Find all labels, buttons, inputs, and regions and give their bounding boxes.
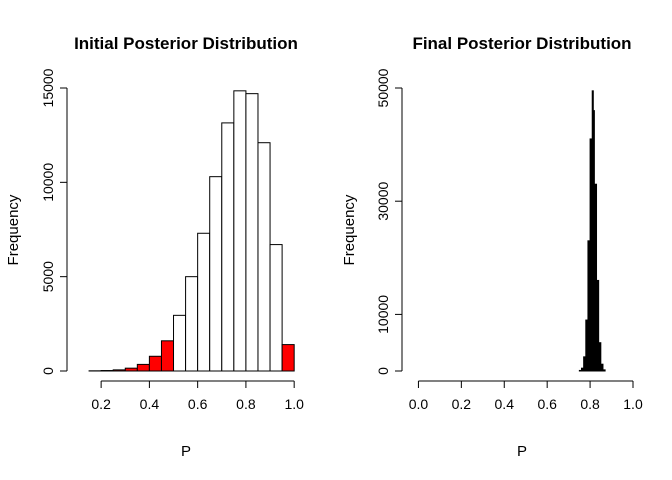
y-tick-label: 15000 [40,68,56,107]
histogram-bar [602,369,606,372]
y-tick-label: 0 [375,367,391,375]
x-tick-label: 0.8 [236,396,256,412]
histogram-bar [269,244,283,372]
histogram-bar [209,176,223,372]
histogram-bar [185,276,199,372]
y-tick-label: 0 [40,367,56,375]
histogram-bar [221,122,235,372]
histogram-bar [245,93,259,372]
histogram-bar [173,314,187,372]
y-axis-label: Frequency [5,194,22,265]
x-axis-label: P [517,443,527,460]
x-tick-label: 1.0 [284,396,304,412]
histogram-bars [578,90,606,372]
chart-title: Initial Posterior Distribution [74,34,298,53]
final-posterior-panel: Final Posterior Distribution P Frequency… [341,34,643,460]
x-tick-label: 0.0 [409,396,429,412]
histogram-bar [596,279,600,372]
histogram-bar [233,90,247,372]
x-tick-label: 0.4 [140,396,160,412]
x-tick-label: 0.6 [188,396,208,412]
x-tick-label: 0.4 [495,396,515,412]
histogram-bar [136,363,150,372]
histogram-bars [88,90,295,372]
y-tick-label: 50000 [375,68,391,107]
histogram-bar [112,369,126,372]
y-axis-label: Frequency [341,194,358,265]
y-axis: 0 10000 30000 50000 [375,68,403,375]
y-tick-label: 30000 [375,182,391,221]
x-axis: 0.0 0.2 0.4 0.6 0.8 1.0 [409,380,643,412]
y-tick-label: 10000 [375,295,391,334]
chart-title: Final Posterior Distribution [412,34,631,53]
histogram-bar [593,183,598,372]
x-tick-label: 1.0 [623,396,643,412]
x-axis-label: P [181,443,191,460]
histogram-bar [160,340,175,372]
histogram-bar [197,232,211,372]
histogram-bar [281,344,295,372]
y-tick-label: 5000 [40,261,56,292]
x-tick-label: 0.2 [452,396,472,412]
x-axis: 0.2 0.4 0.6 0.8 1.0 [91,380,304,412]
histogram-bar [257,142,271,372]
y-tick-label: 10000 [40,163,56,202]
histogram-bar [598,342,602,372]
x-tick-label: 0.8 [580,396,600,412]
histogram-bar [600,363,604,372]
initial-posterior-panel: Initial Posterior Distribution P Frequen… [5,34,304,460]
histogram-bar [148,355,162,372]
y-axis: 0 5000 10000 15000 [40,68,68,375]
x-tick-label: 0.6 [537,396,557,412]
x-tick-label: 0.2 [91,396,111,412]
histogram-bar [124,367,138,372]
